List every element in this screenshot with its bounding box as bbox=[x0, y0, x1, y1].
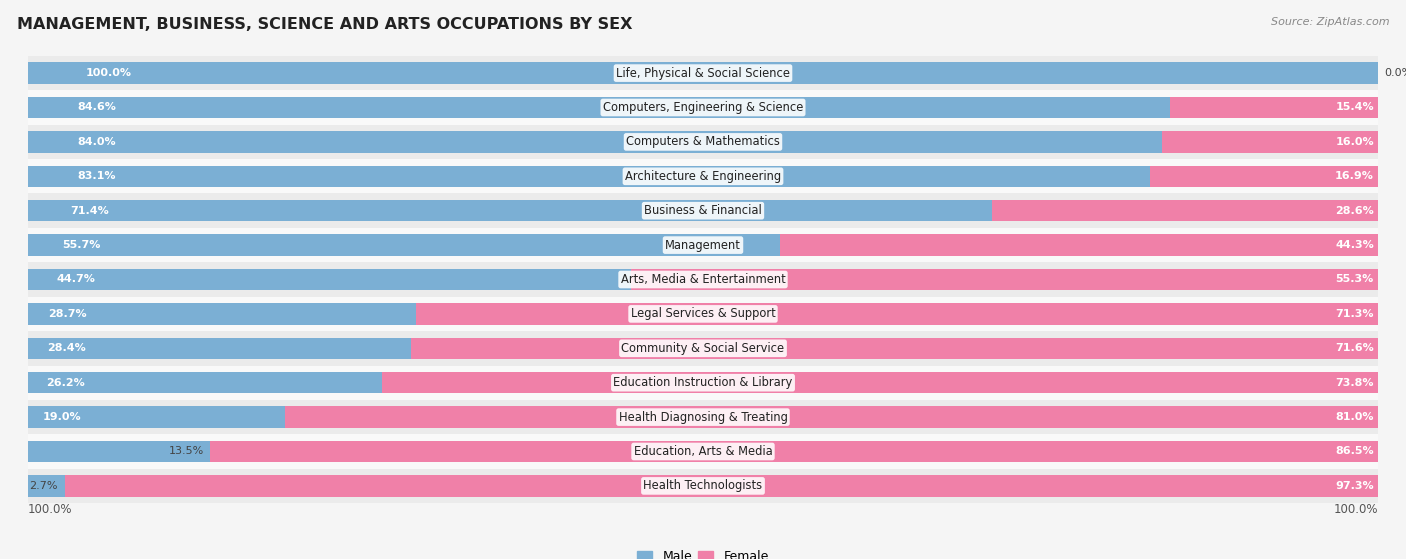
Bar bbox=[28, 406, 284, 428]
Bar bbox=[28, 434, 1378, 468]
Bar bbox=[28, 475, 65, 496]
Bar bbox=[28, 338, 412, 359]
Text: Arts, Media & Entertainment: Arts, Media & Entertainment bbox=[620, 273, 786, 286]
Text: Source: ZipAtlas.com: Source: ZipAtlas.com bbox=[1271, 17, 1389, 27]
Text: Computers & Mathematics: Computers & Mathematics bbox=[626, 135, 780, 148]
Bar bbox=[28, 372, 382, 394]
Text: Management: Management bbox=[665, 239, 741, 252]
Text: 16.0%: 16.0% bbox=[1336, 137, 1374, 147]
Bar bbox=[416, 303, 1378, 325]
Text: Computers, Engineering & Science: Computers, Engineering & Science bbox=[603, 101, 803, 114]
Bar bbox=[28, 56, 1378, 91]
Text: Education Instruction & Library: Education Instruction & Library bbox=[613, 376, 793, 389]
Text: 28.7%: 28.7% bbox=[48, 309, 86, 319]
Bar bbox=[28, 165, 1150, 187]
Text: 86.5%: 86.5% bbox=[1336, 447, 1374, 457]
Text: 97.3%: 97.3% bbox=[1336, 481, 1374, 491]
Bar bbox=[28, 91, 1378, 125]
Text: 26.2%: 26.2% bbox=[46, 378, 86, 388]
Text: 71.4%: 71.4% bbox=[70, 206, 110, 216]
Text: 71.6%: 71.6% bbox=[1336, 343, 1374, 353]
Bar bbox=[28, 331, 1378, 366]
Bar bbox=[28, 97, 1170, 118]
Text: 28.4%: 28.4% bbox=[48, 343, 86, 353]
Text: 16.9%: 16.9% bbox=[1334, 171, 1374, 181]
Legend: Male, Female: Male, Female bbox=[633, 546, 773, 559]
Text: 83.1%: 83.1% bbox=[77, 171, 115, 181]
Bar bbox=[28, 200, 991, 221]
Bar bbox=[28, 159, 1378, 193]
Text: 100.0%: 100.0% bbox=[1333, 503, 1378, 516]
Text: 13.5%: 13.5% bbox=[169, 447, 204, 457]
Bar bbox=[28, 297, 1378, 331]
Text: 71.3%: 71.3% bbox=[1336, 309, 1374, 319]
Bar bbox=[28, 131, 1161, 153]
Text: Legal Services & Support: Legal Services & Support bbox=[631, 307, 775, 320]
Bar bbox=[991, 200, 1378, 221]
Bar bbox=[28, 228, 1378, 262]
Bar bbox=[28, 303, 416, 325]
Text: Community & Social Service: Community & Social Service bbox=[621, 342, 785, 355]
Bar bbox=[28, 262, 1378, 297]
Bar bbox=[28, 63, 1378, 84]
Bar bbox=[631, 269, 1378, 290]
Text: 84.0%: 84.0% bbox=[77, 137, 117, 147]
Bar bbox=[382, 372, 1378, 394]
Text: 100.0%: 100.0% bbox=[28, 503, 73, 516]
Bar bbox=[28, 366, 1378, 400]
Text: 2.7%: 2.7% bbox=[30, 481, 58, 491]
Bar bbox=[28, 269, 631, 290]
Bar bbox=[28, 400, 1378, 434]
Bar bbox=[1170, 97, 1378, 118]
Text: 0.0%: 0.0% bbox=[1385, 68, 1406, 78]
Text: 73.8%: 73.8% bbox=[1336, 378, 1374, 388]
Bar bbox=[28, 441, 211, 462]
Bar bbox=[65, 475, 1378, 496]
Text: 84.6%: 84.6% bbox=[77, 102, 117, 112]
Bar bbox=[28, 468, 1378, 503]
Bar bbox=[28, 193, 1378, 228]
Text: Life, Physical & Social Science: Life, Physical & Social Science bbox=[616, 67, 790, 79]
Bar bbox=[28, 234, 780, 256]
Text: Health Diagnosing & Treating: Health Diagnosing & Treating bbox=[619, 411, 787, 424]
Text: 55.3%: 55.3% bbox=[1336, 274, 1374, 285]
Bar bbox=[780, 234, 1378, 256]
Text: 44.7%: 44.7% bbox=[56, 274, 96, 285]
Text: 15.4%: 15.4% bbox=[1336, 102, 1374, 112]
Text: 81.0%: 81.0% bbox=[1336, 412, 1374, 422]
Bar bbox=[1150, 165, 1378, 187]
Text: MANAGEMENT, BUSINESS, SCIENCE AND ARTS OCCUPATIONS BY SEX: MANAGEMENT, BUSINESS, SCIENCE AND ARTS O… bbox=[17, 17, 633, 32]
Bar bbox=[284, 406, 1378, 428]
Text: 19.0%: 19.0% bbox=[42, 412, 82, 422]
Text: Business & Financial: Business & Financial bbox=[644, 204, 762, 217]
Bar bbox=[211, 441, 1378, 462]
Text: 28.6%: 28.6% bbox=[1336, 206, 1374, 216]
Text: Architecture & Engineering: Architecture & Engineering bbox=[624, 170, 782, 183]
Bar bbox=[1161, 131, 1378, 153]
Text: Education, Arts & Media: Education, Arts & Media bbox=[634, 445, 772, 458]
Text: 100.0%: 100.0% bbox=[86, 68, 132, 78]
Text: Health Technologists: Health Technologists bbox=[644, 480, 762, 492]
Bar bbox=[412, 338, 1378, 359]
Bar bbox=[28, 125, 1378, 159]
Text: 44.3%: 44.3% bbox=[1336, 240, 1374, 250]
Text: 55.7%: 55.7% bbox=[62, 240, 101, 250]
